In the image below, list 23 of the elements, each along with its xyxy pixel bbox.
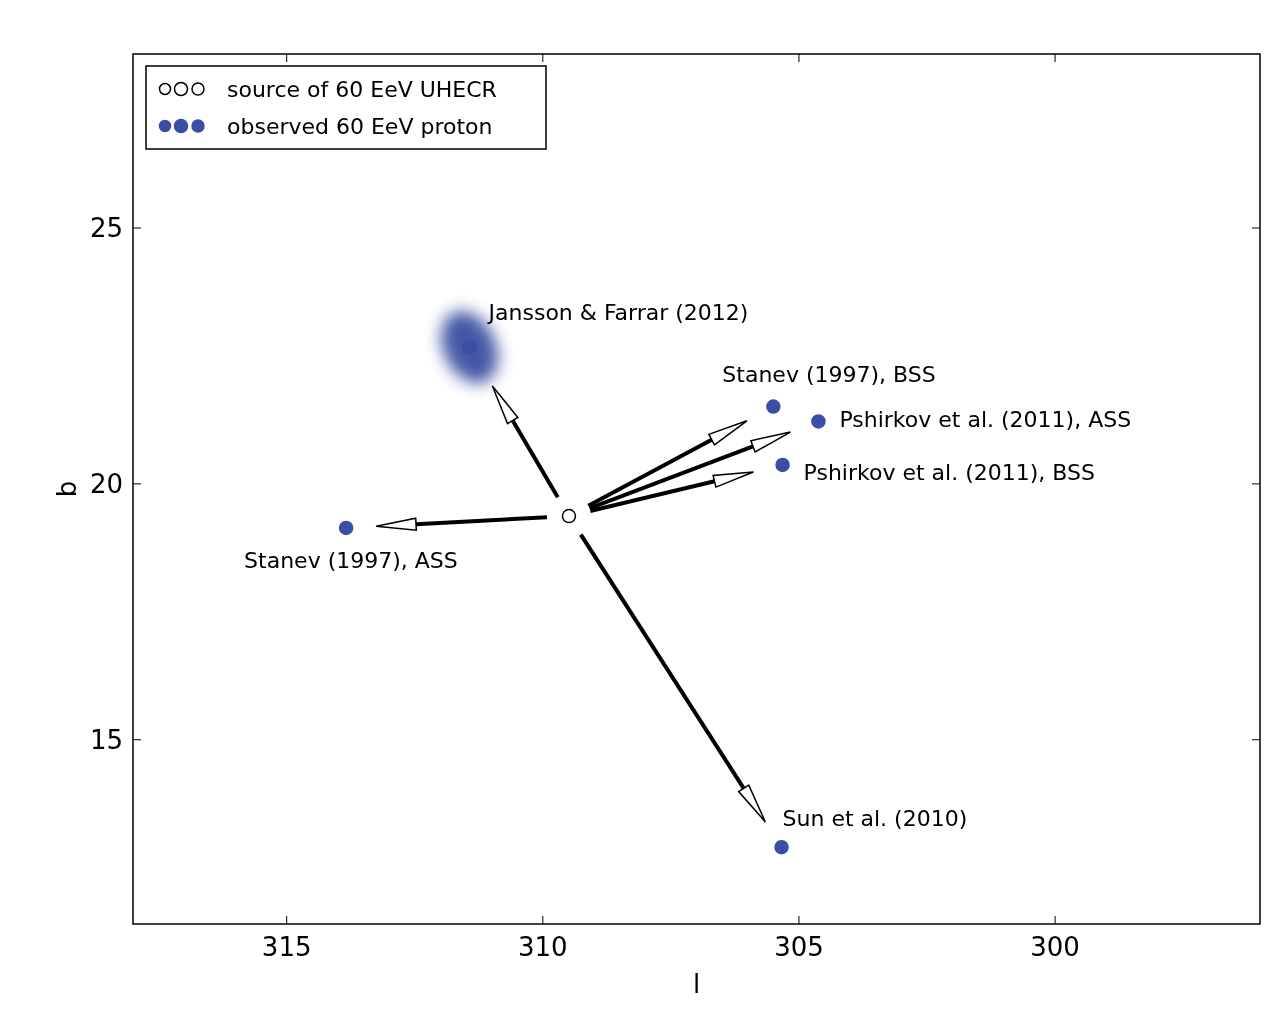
x-axis-title: l: [692, 969, 701, 999]
legend-label: observed 60 EeV proton: [227, 113, 493, 139]
point: [811, 414, 826, 429]
point: [338, 520, 354, 536]
point: [561, 508, 577, 524]
y-tick-label: 25: [89, 213, 123, 244]
point: [775, 457, 790, 473]
y-tick-label: 15: [89, 724, 123, 755]
point: [766, 399, 781, 414]
x-tick-label: 310: [518, 932, 568, 962]
annotation: Pshirkov et al. (2011), ASS: [839, 407, 1132, 433]
annotation: Stanev (1997), ASS: [244, 547, 458, 573]
y-axis-title: b: [52, 480, 82, 498]
x-tick-label: 300: [1030, 932, 1080, 962]
x-tick-label: 315: [261, 932, 312, 962]
annotation: Pshirkov et al. (2011), BSS: [803, 459, 1095, 485]
annotation: Stanev (1997), BSS: [722, 361, 936, 387]
y-tick-label: 20: [89, 468, 123, 499]
legend-label: source of 60 EeV UHECR: [227, 76, 497, 102]
point: [774, 839, 789, 855]
annotation: Jansson & Farrar (2012): [486, 300, 749, 326]
annotation: Sun et al. (2010): [782, 806, 968, 832]
x-tick-label: 305: [774, 932, 824, 962]
